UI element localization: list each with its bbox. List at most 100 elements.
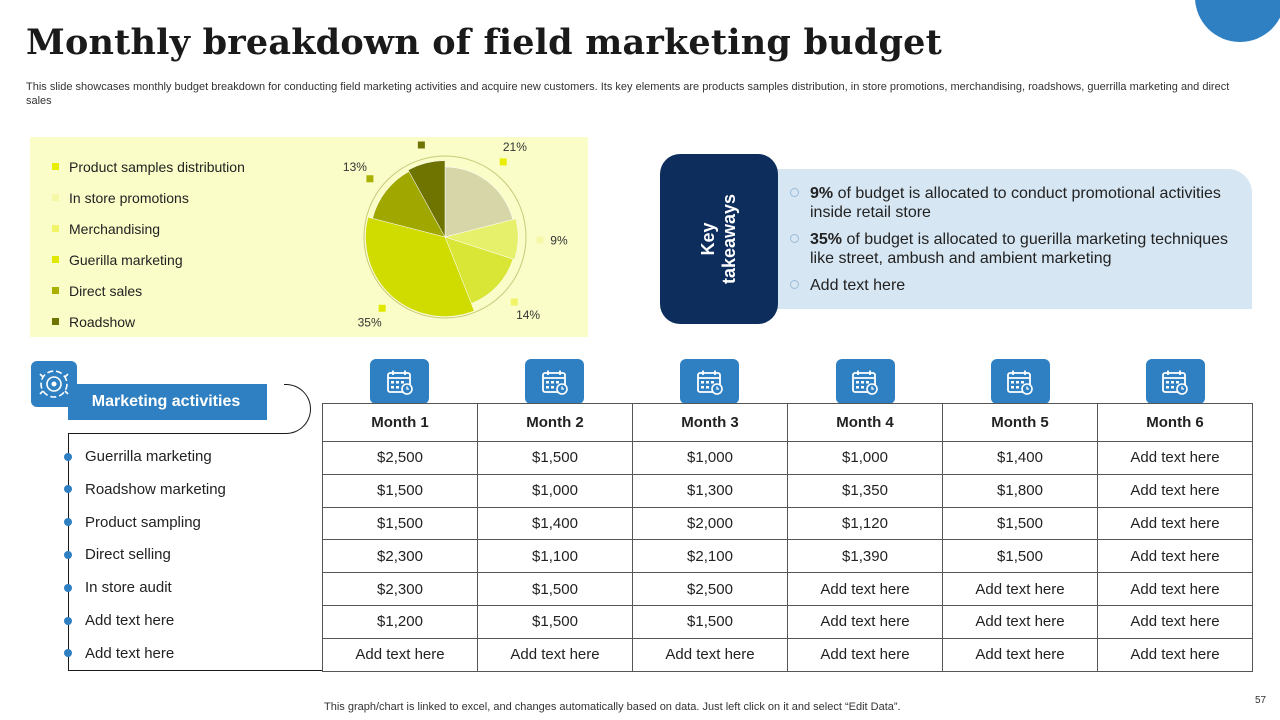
table-cell: $1,120 xyxy=(787,506,943,541)
legend-swatch xyxy=(52,287,59,294)
legend-label: Guerilla marketing xyxy=(69,251,183,268)
takeaway-text: of budget is allocated to conduct promot… xyxy=(810,185,1221,221)
bullet-dot-icon xyxy=(64,583,72,592)
table-body: $2,500 $1,500 $1,000 $1,000 $1,400 Add text h… xyxy=(322,441,1253,672)
pie-slice[interactable] xyxy=(444,218,519,260)
marketing-gear-icon xyxy=(31,361,77,407)
month-header: Month 6 xyxy=(1097,403,1253,442)
takeaway-highlight: 35% xyxy=(810,231,843,248)
table-row: $1,500 $1,000 $1,300 $1,350 $1,800 Add text h… xyxy=(322,473,1253,508)
table-cell: Add text here xyxy=(322,637,478,672)
budget-table: Month 1 Month 2 Month 3 Month 4 Month 5 Month… xyxy=(322,403,1253,672)
bullet-circle-icon xyxy=(790,280,799,289)
table-cell: $1,500 xyxy=(477,604,633,639)
calendar-icon xyxy=(370,359,430,404)
activity-label: Add text here xyxy=(85,612,175,629)
pie-slice[interactable] xyxy=(444,236,514,304)
legend-item: Roadshow xyxy=(52,306,245,337)
takeaway-item: 35% of budget is allocated to guerilla m… xyxy=(790,230,1240,268)
takeaways-badge: Key takeaways xyxy=(660,154,778,324)
table-cell: Add text here xyxy=(632,637,788,672)
activity-item: Guerrilla marketing xyxy=(64,440,318,473)
table-header-row: Month 1 Month 2 Month 3 Month 4 Month 5 Month… xyxy=(322,403,1253,442)
pie-slice[interactable] xyxy=(372,171,446,238)
table-cell: $1,350 xyxy=(787,473,943,508)
month-header: Month 2 xyxy=(477,403,633,442)
legend-label: Direct sales xyxy=(69,282,143,299)
activity-label: Product sampling xyxy=(85,513,201,531)
bullet-circle-icon xyxy=(790,234,799,243)
table-cell: $2,500 xyxy=(322,441,478,475)
takeaway-text: of budget is allocated to guerilla marke… xyxy=(810,231,1229,267)
table-cell: Add text here xyxy=(1097,637,1253,672)
activity-item: Product sampling xyxy=(64,506,318,539)
pie-data-label: 14% xyxy=(516,308,540,322)
activity-item: Add text here xyxy=(64,604,318,637)
calendar-icon xyxy=(1145,359,1205,404)
activity-label: Roadshow marketing xyxy=(85,480,226,498)
bullet-dot-icon xyxy=(64,550,72,559)
pie-slice[interactable] xyxy=(407,160,446,238)
takeaways-list: 9% of budget is allocated to conduct pro… xyxy=(790,184,1240,303)
activity-item: Direct selling xyxy=(64,538,318,571)
table-cell: $2,500 xyxy=(632,572,788,606)
takeaway-item: Add text here xyxy=(790,276,1240,295)
table-cell: $1,500 xyxy=(942,506,1098,541)
legend-item: Merchandising xyxy=(52,213,245,244)
takeaways-badge-line1: Key xyxy=(697,222,718,256)
table-cell: $1,000 xyxy=(477,473,633,508)
table-cell: Add text here xyxy=(1097,539,1253,574)
month-header: Month 3 xyxy=(632,403,788,442)
corner-decoration xyxy=(1195,0,1280,42)
takeaway-item: 9% of budget is allocated to conduct pro… xyxy=(790,184,1240,222)
table-cell: $2,300 xyxy=(322,539,478,574)
bullet-dot-icon xyxy=(64,616,72,625)
legend-swatch xyxy=(52,318,59,325)
table-row: $1,500 $1,400 $2,000 $1,120 $1,500 Add text h… xyxy=(322,506,1253,541)
table-cell: $1,200 xyxy=(322,604,478,639)
month-header: Month 1 xyxy=(322,403,478,442)
table-cell: $1,400 xyxy=(477,506,633,541)
table-cell: Add text here xyxy=(1097,473,1253,508)
legend-label: Product samples distribution xyxy=(69,158,245,175)
calendar-icon xyxy=(990,359,1050,404)
pie-slice[interactable] xyxy=(444,166,514,238)
pie-slice[interactable] xyxy=(365,216,475,317)
table-cell: $1,500 xyxy=(322,473,478,508)
pie-label-marker xyxy=(536,236,544,244)
pie-chart[interactable]: 21%9%14%35%13%8% xyxy=(30,137,588,337)
bullet-dot-icon xyxy=(64,485,72,494)
table-cell: $1,100 xyxy=(477,539,633,574)
activity-item: In store audit xyxy=(64,571,318,604)
month-header: Month 5 xyxy=(942,403,1098,442)
table-cell: $1,400 xyxy=(942,441,1098,475)
table-cell: $2,300 xyxy=(322,572,478,606)
bullet-circle-icon xyxy=(790,188,799,197)
page-title: Monthly breakdown of field marketing bud… xyxy=(26,22,942,63)
table-row: $2,300 $1,100 $2,100 $1,390 $1,500 Add text h… xyxy=(322,539,1253,574)
table-cell: $2,000 xyxy=(632,506,788,541)
page-number: 57 xyxy=(1255,695,1267,706)
legend-item: Product samples distribution xyxy=(52,151,245,182)
pie-outer-ring xyxy=(363,155,527,319)
bullet-dot-icon xyxy=(64,452,72,461)
table-cell: $1,500 xyxy=(477,572,633,606)
activity-item: Add text here xyxy=(64,637,318,670)
pie-label-marker xyxy=(417,141,425,149)
pie-data-label: 13% xyxy=(343,160,367,174)
table-cell: Add text here xyxy=(787,637,943,672)
table-cell: $1,500 xyxy=(942,539,1098,574)
table-cell: Add text here xyxy=(942,637,1098,672)
activity-label: Guerrilla marketing xyxy=(85,448,212,465)
calendar-icon xyxy=(525,359,585,404)
activity-label: Direct selling xyxy=(85,546,171,564)
pie-label-marker xyxy=(366,175,374,183)
table-cell: Add text here xyxy=(942,572,1098,606)
legend-swatch xyxy=(52,163,59,170)
month-header: Month 4 xyxy=(787,403,943,442)
table-cell: Add text here xyxy=(1097,506,1253,541)
takeaway-text: Add text here xyxy=(810,277,906,294)
takeaways-badge-line2: takeaways xyxy=(718,193,739,285)
table-cell: Add text here xyxy=(477,637,633,672)
legend-label: Merchandising xyxy=(69,220,161,237)
